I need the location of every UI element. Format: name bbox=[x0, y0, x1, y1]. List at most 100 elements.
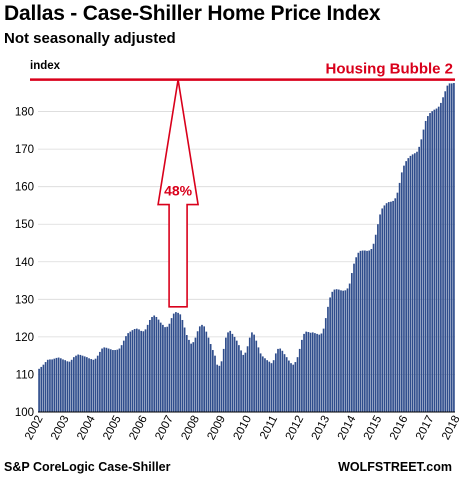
bar bbox=[333, 289, 336, 412]
y-tick-label: 150 bbox=[15, 219, 34, 231]
bar bbox=[227, 332, 229, 412]
bar bbox=[251, 332, 253, 412]
bar bbox=[68, 361, 71, 412]
bar bbox=[201, 324, 203, 412]
bar bbox=[99, 351, 101, 412]
bar bbox=[83, 356, 86, 412]
bar bbox=[298, 348, 301, 412]
bar bbox=[353, 263, 355, 412]
arrow-annotation bbox=[157, 79, 200, 308]
bar bbox=[190, 343, 192, 412]
bar bbox=[90, 359, 93, 412]
bar bbox=[381, 208, 384, 412]
bar bbox=[166, 326, 169, 412]
bar bbox=[107, 348, 110, 412]
bar bbox=[240, 350, 242, 412]
bar bbox=[314, 333, 316, 412]
x-tick-label: 2005 bbox=[101, 414, 124, 442]
bar bbox=[248, 337, 251, 412]
bar bbox=[222, 348, 225, 412]
bar bbox=[420, 139, 423, 412]
bar bbox=[277, 348, 279, 412]
bar bbox=[442, 97, 444, 412]
bars-layer bbox=[38, 83, 455, 413]
bar bbox=[216, 364, 219, 412]
bar bbox=[159, 322, 162, 412]
bar bbox=[168, 323, 171, 412]
bar bbox=[361, 250, 364, 412]
bar bbox=[77, 354, 80, 412]
bar bbox=[129, 331, 132, 412]
bar bbox=[440, 102, 442, 412]
bar bbox=[138, 329, 140, 412]
bar bbox=[188, 339, 190, 412]
bar bbox=[372, 243, 375, 412]
bar bbox=[307, 332, 310, 412]
bar bbox=[394, 198, 397, 412]
bar bbox=[411, 154, 414, 412]
bar bbox=[72, 357, 75, 412]
bar bbox=[64, 360, 66, 412]
housing-bubble-label: Housing Bubble 2 bbox=[326, 61, 454, 78]
bar bbox=[374, 234, 377, 412]
bar bbox=[55, 357, 58, 412]
bar bbox=[383, 205, 386, 412]
bar bbox=[114, 350, 116, 412]
bar bbox=[157, 319, 160, 412]
x-tick-label: 2011 bbox=[258, 414, 280, 441]
y-tick-label: 160 bbox=[15, 182, 34, 194]
bar bbox=[403, 165, 405, 412]
bar bbox=[109, 349, 112, 412]
bar bbox=[413, 153, 416, 412]
x-tick-label: 2016 bbox=[388, 414, 411, 442]
bar bbox=[368, 250, 371, 412]
bar bbox=[305, 331, 308, 412]
bar bbox=[396, 192, 399, 412]
bar bbox=[318, 334, 321, 412]
x-tick-labels: 2002 2003 2004 2005 2006 2007 2008 2009 2010 2011… bbox=[23, 413, 460, 442]
bar bbox=[348, 283, 351, 412]
bar bbox=[364, 250, 366, 412]
reference-line-layer: Housing Bubble 2 bbox=[30, 61, 455, 81]
bar bbox=[244, 352, 247, 412]
bar bbox=[142, 331, 145, 412]
bar bbox=[246, 346, 249, 412]
bar bbox=[38, 368, 40, 412]
y-tick-label: 130 bbox=[15, 294, 34, 306]
bar bbox=[81, 355, 84, 412]
bar bbox=[127, 333, 129, 412]
bar bbox=[309, 332, 312, 412]
x-tick-label: 2007 bbox=[153, 414, 176, 442]
bar bbox=[164, 327, 166, 412]
bar bbox=[296, 357, 299, 412]
bar bbox=[233, 336, 236, 412]
bar bbox=[218, 365, 221, 412]
brand-label: WOLFSTREET.com bbox=[338, 460, 452, 474]
y-tick-label: 100 bbox=[15, 407, 34, 419]
bar bbox=[149, 319, 151, 412]
bar bbox=[340, 290, 342, 412]
bar bbox=[203, 326, 205, 412]
bar bbox=[196, 331, 199, 412]
bar bbox=[418, 146, 421, 412]
x-tick-label: 2014 bbox=[336, 413, 359, 442]
bar bbox=[146, 324, 149, 412]
bar bbox=[198, 326, 201, 412]
bar bbox=[379, 214, 381, 412]
bar bbox=[453, 83, 455, 412]
bar bbox=[366, 250, 368, 412]
bar bbox=[133, 329, 136, 412]
bar bbox=[329, 297, 331, 412]
bar bbox=[238, 345, 240, 412]
bar bbox=[172, 313, 175, 412]
bar bbox=[429, 113, 431, 413]
bar bbox=[209, 344, 212, 412]
bar bbox=[270, 363, 273, 412]
x-tick-label: 2013 bbox=[310, 414, 333, 442]
bar bbox=[316, 333, 318, 412]
bar bbox=[331, 291, 334, 412]
bar bbox=[370, 249, 373, 412]
bar bbox=[116, 349, 119, 412]
bar bbox=[144, 329, 147, 412]
